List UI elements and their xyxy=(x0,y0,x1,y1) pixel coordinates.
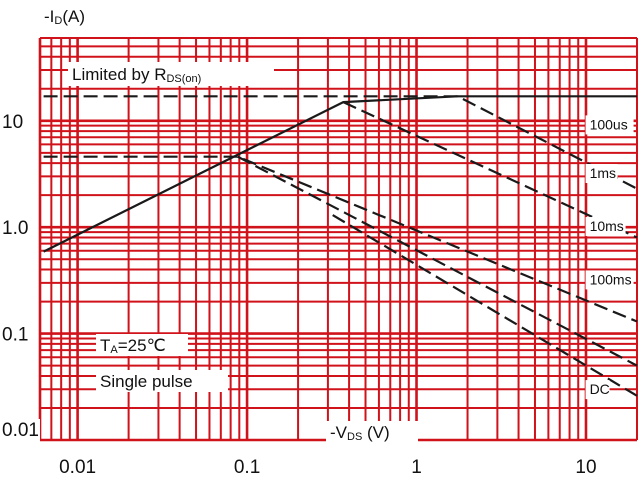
curve-label-100us: 100us xyxy=(590,116,628,132)
y-tick-bg xyxy=(0,110,26,133)
x-tick-label: 0.1 xyxy=(234,457,260,478)
svg-text:Single pulse: Single pulse xyxy=(100,372,193,391)
grid xyxy=(38,37,638,442)
svg-text:Limited by RDS(on): Limited by RDS(on) xyxy=(72,65,201,85)
limited-by-rds-annotation: Limited by RDS(on) xyxy=(68,62,274,86)
tick-labels: 0.01 0.1 1 10 0.01 0.1 1.0 10 xyxy=(0,110,597,478)
curve-100us xyxy=(43,95,638,190)
curve-limit-boundary xyxy=(43,95,637,253)
y-tick-bg xyxy=(0,323,36,346)
single-pulse-annotation: Single pulse xyxy=(96,370,228,392)
curve-label-100ms: 100ms xyxy=(590,271,632,287)
x-tick-label: 1 xyxy=(411,457,422,478)
curves xyxy=(43,95,638,397)
svg-text:TA=25℃: TA=25℃ xyxy=(100,336,166,356)
curve-100ms xyxy=(237,155,638,367)
temperature-annotation: TA=25℃ xyxy=(96,334,188,356)
y-tick-label: 1.0 xyxy=(2,218,28,239)
curve-1ms xyxy=(342,101,638,239)
curve-label-bg xyxy=(585,115,634,135)
x-tick-label: 10 xyxy=(575,457,596,478)
y-tick-label: 10 xyxy=(2,112,23,133)
x-axis-label: -VDS (V) xyxy=(326,421,418,443)
curve-label-bg xyxy=(585,270,634,290)
x-tick-label: 0.01 xyxy=(59,457,96,478)
y-tick-label: 0.01 xyxy=(2,420,39,441)
y-tick-bg xyxy=(0,217,36,240)
curve-10ms xyxy=(43,155,638,323)
curve-label-bg xyxy=(585,380,610,400)
y-tick-label: 0.1 xyxy=(2,325,28,346)
curve-label-1ms: 1ms xyxy=(590,165,616,181)
curve-labels: 100us 1ms 10ms 100ms DC xyxy=(585,115,634,400)
curve-label-dc: DC xyxy=(590,381,610,397)
y-axis-label: -ID(A) xyxy=(44,7,85,27)
curve-label-10ms: 10ms xyxy=(590,218,624,234)
svg-text:-VDS (V): -VDS (V) xyxy=(330,423,390,443)
y-tick-bg xyxy=(0,419,40,441)
curve-label-bg xyxy=(585,163,618,183)
curve-label-bg xyxy=(585,217,626,237)
